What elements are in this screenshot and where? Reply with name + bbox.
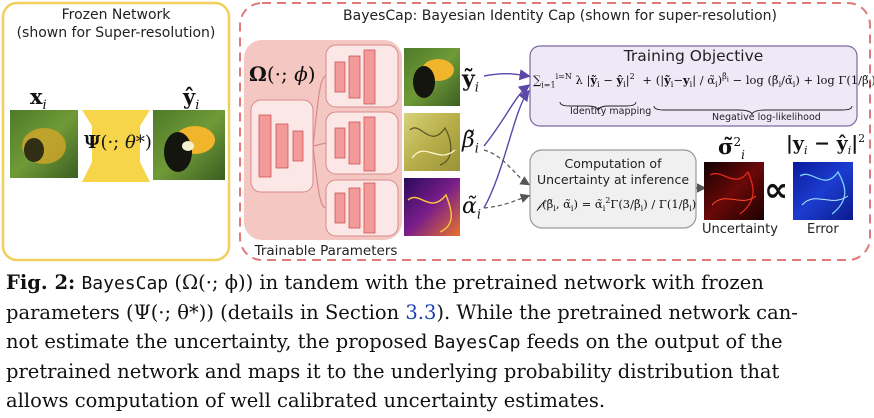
nll-caption: Negative log-likelihood bbox=[712, 112, 821, 123]
bayescap-title: BayesCap: Bayesian Identity Cap (shown f… bbox=[343, 8, 777, 24]
fig-label: Fig. 2: bbox=[6, 271, 76, 294]
training-objective-title: Training Objective bbox=[623, 47, 764, 65]
psi-label: Ψ(·; θ*) bbox=[84, 132, 152, 153]
input-label-xi: xi bbox=[30, 84, 47, 114]
psi-frozen-block bbox=[82, 110, 150, 182]
omega-label: Ω(·; ϕ) bbox=[249, 62, 316, 86]
frozen-network-title: Frozen Network (shown for Super-resoluti… bbox=[16, 7, 216, 41]
ytilde-label: ỹi bbox=[462, 66, 479, 96]
error-formula-label: |yi − ŷi|2 bbox=[786, 132, 866, 158]
output-image-yhat bbox=[153, 110, 225, 180]
beta-tilde-label: β̃i bbox=[462, 128, 479, 157]
error-caption: Error bbox=[807, 222, 839, 237]
output-label-yhat: ŷi bbox=[183, 84, 200, 114]
section-link[interactable]: 3.3 bbox=[405, 301, 437, 324]
input-image-xi bbox=[10, 110, 78, 178]
output-beta-image bbox=[404, 113, 460, 171]
figure-diagram bbox=[1, 1, 871, 262]
figure-caption: Fig. 2: BayesCap (Ω(·; ϕ)) in tandem wit… bbox=[6, 271, 798, 412]
trainable-parameters-label: Trainable Parameters bbox=[254, 243, 398, 259]
computation-title: Computation of Uncertainty at inference bbox=[536, 156, 690, 187]
sigma-label: σ̃2i bbox=[718, 134, 745, 163]
computation-box bbox=[529, 149, 697, 229]
uncertainty-caption: Uncertainty bbox=[702, 222, 778, 237]
alpha-tilde-label: α̃i bbox=[462, 194, 482, 223]
proportional-symbol: ∝ bbox=[764, 170, 789, 210]
output-alpha-image bbox=[404, 178, 460, 236]
uncertainty-formula: 𝒻(β̃i, α̃i) = α̃i2Γ(3/β̃i) / Γ(1/β̃i) bbox=[537, 196, 697, 214]
loss-formula: ∑i=1i=N λ |ỹi − ŷi|2 + (|ỹi−yi| / α̃i)β̃… bbox=[533, 72, 874, 90]
identity-mapping-caption: Identity mapping bbox=[570, 106, 652, 117]
uncertainty-map-image bbox=[704, 162, 764, 220]
error-map-image bbox=[793, 162, 853, 220]
output-ytilde-image bbox=[404, 48, 460, 106]
